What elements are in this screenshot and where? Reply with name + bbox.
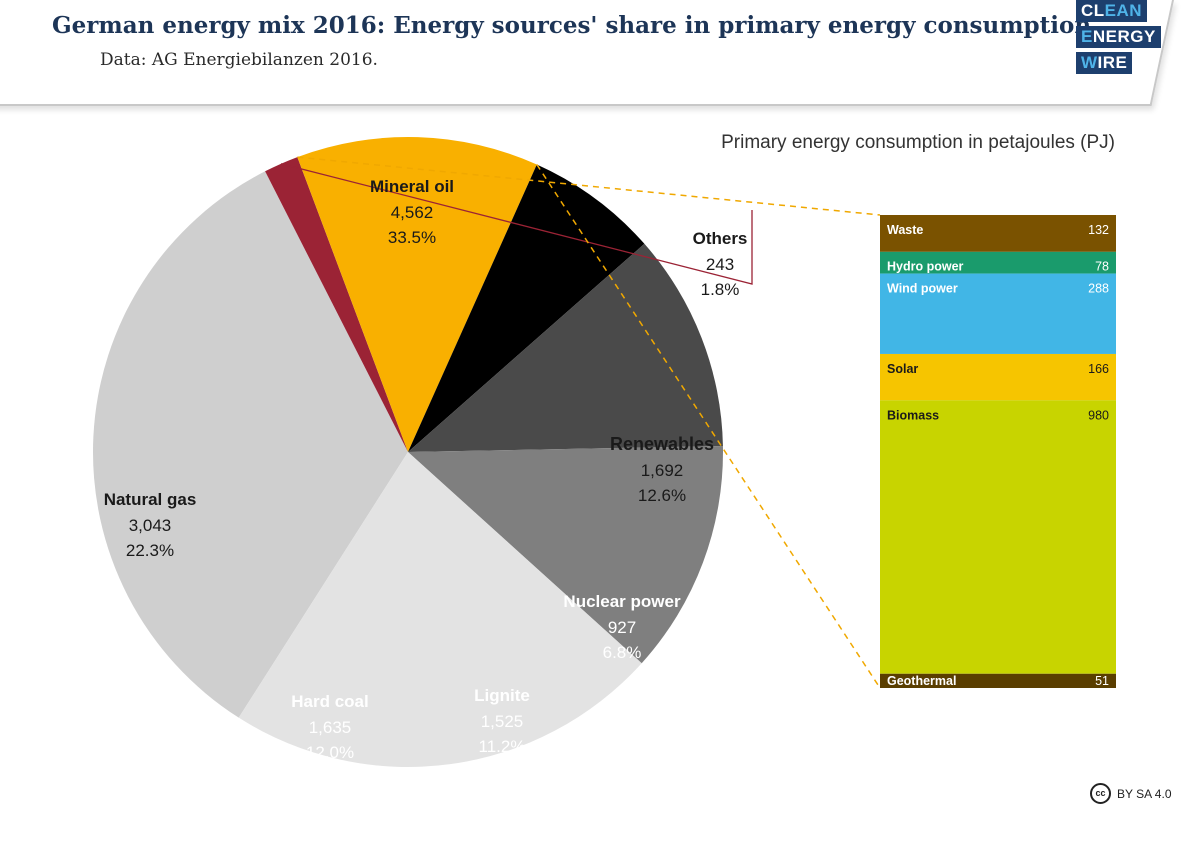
- bar-segment-value: 132: [1088, 223, 1109, 237]
- bar-segment-name: Biomass: [887, 408, 939, 422]
- header: German energy mix 2016: Energy sources' …: [0, 0, 1200, 110]
- bar-segment-rect: [880, 400, 1116, 674]
- slice-name-label: Hard coal: [291, 692, 368, 711]
- bar-segment-rect: [880, 251, 1116, 274]
- slice-value-label: 927: [608, 618, 636, 637]
- slice-pct-label: 1.8%: [701, 280, 740, 299]
- pie-slice-nuclear-power: [408, 164, 645, 453]
- slice-name-label: Renewables: [610, 434, 714, 454]
- slice-name-label: Natural gas: [104, 490, 197, 509]
- others-leader-line: [280, 163, 753, 285]
- pie-slice-hard-coal: [408, 446, 723, 664]
- bar-segment-value: 51: [1095, 674, 1109, 688]
- logo-text: NERGY: [1092, 27, 1156, 46]
- bar-segment-solar: Solar 166: [880, 353, 1116, 401]
- license-text: BY SA 4.0: [1117, 786, 1172, 801]
- pie-chart: Mineral oil 4,562 33.5% Others 243 1.8% Renewa…: [92, 136, 753, 768]
- bar-segment-rect: [880, 673, 1116, 688]
- bar-segment-value: 288: [1088, 282, 1109, 296]
- logo-text: EAN: [1104, 1, 1143, 20]
- slice-name-label: Nuclear power: [563, 592, 681, 611]
- slice-pct-label: 12.6%: [638, 486, 686, 505]
- bar-segment-rect: [880, 215, 1116, 252]
- bar-segment-value: 166: [1088, 362, 1109, 376]
- slice-name-label: Mineral oil: [370, 177, 454, 196]
- bar-segment-wind-power: Wind power 288: [880, 273, 1116, 354]
- slice-label-hard-coal: Hard coal 1,635 12.0%: [291, 692, 368, 762]
- slice-value-label: 4,562: [391, 203, 434, 222]
- breakdown-connectors: [297, 156, 881, 689]
- slice-label-nuclear-power: Nuclear power 927 6.8%: [563, 592, 681, 662]
- bar-segment-rect: [880, 273, 1116, 354]
- bar-segment-name: Wind power: [887, 282, 958, 296]
- bar-segment-name: Geothermal: [887, 674, 956, 688]
- bar-segment-name: Solar: [887, 362, 918, 376]
- logo-text: IRE: [1097, 53, 1128, 72]
- pie-slice-others: [265, 157, 408, 452]
- slice-label-others: Others 243 1.8%: [693, 229, 748, 299]
- bar-segment-hydro-power: Hydro power 78: [880, 251, 1116, 274]
- slice-name-label: Lignite: [474, 686, 530, 705]
- slice-label-renewables: Renewables 1,692 12.6%: [610, 434, 714, 505]
- slice-value-label: 243: [706, 255, 734, 274]
- logo-text: E: [1081, 27, 1093, 46]
- pie-slice-lignite: [408, 243, 723, 452]
- slice-label-mineral-oil: Mineral oil 4,562 33.5%: [370, 177, 454, 247]
- bar-segment-value: 78: [1095, 260, 1109, 274]
- clean-energy-wire-logo[interactable]: CLEAN ENERGY WIRE: [1076, 0, 1166, 78]
- cc-icon: cc: [1090, 783, 1111, 804]
- slice-pct-label: 22.3%: [126, 541, 174, 560]
- bar-segment-value: 980: [1088, 408, 1109, 422]
- slice-value-label: 1,525: [481, 712, 524, 731]
- data-source: Data: AG Energiebilanzen 2016.: [100, 50, 378, 70]
- renewables-breakdown-bar: Waste 132 Hydro power 78 Wind power 288 Solar 1…: [880, 215, 1116, 688]
- slice-pct-label: 33.5%: [388, 228, 436, 247]
- logo-text: W: [1081, 53, 1098, 72]
- logo-line-3: WIRE: [1076, 52, 1133, 74]
- unit-label: Primary energy consumption in petajoules…: [721, 132, 1115, 153]
- logo-line-1: CLEAN: [1076, 0, 1148, 22]
- bar-segment-biomass: Biomass 980: [880, 400, 1116, 674]
- bar-segment-rect: [880, 353, 1116, 401]
- bar-segment-waste: Waste 132: [880, 215, 1116, 252]
- bar-segment-name: Waste: [887, 223, 923, 237]
- pie-slice-renewables: [297, 136, 537, 453]
- page-title: German energy mix 2016: Energy sources' …: [52, 12, 1100, 39]
- slice-value-label: 1,692: [641, 461, 684, 480]
- license[interactable]: cc BY SA 4.0: [1090, 783, 1172, 804]
- slice-pct-label: 12.0%: [306, 743, 354, 762]
- slice-name-label: Others: [693, 229, 748, 248]
- slice-label-lignite: Lignite 1,525 11.2%: [474, 686, 530, 756]
- connector-line-bottom: [536, 164, 881, 689]
- slice-pct-label: 6.8%: [603, 643, 642, 662]
- logo-line-2: ENERGY: [1076, 26, 1161, 48]
- pie-slice-mineral-oil: [92, 171, 408, 718]
- slice-pct-label: 11.2%: [479, 737, 526, 756]
- connector-line-top: [297, 156, 881, 216]
- slice-label-natural-gas: Natural gas 3,043 22.3%: [104, 490, 197, 560]
- bar-segment-name: Hydro power: [887, 260, 964, 274]
- pie-slice-natural-gas: [238, 452, 642, 768]
- slice-value-label: 1,635: [309, 718, 352, 737]
- logo-text: CL: [1081, 1, 1105, 20]
- slice-value-label: 3,043: [129, 516, 172, 535]
- bar-segment-geothermal: Geothermal 51: [880, 673, 1116, 688]
